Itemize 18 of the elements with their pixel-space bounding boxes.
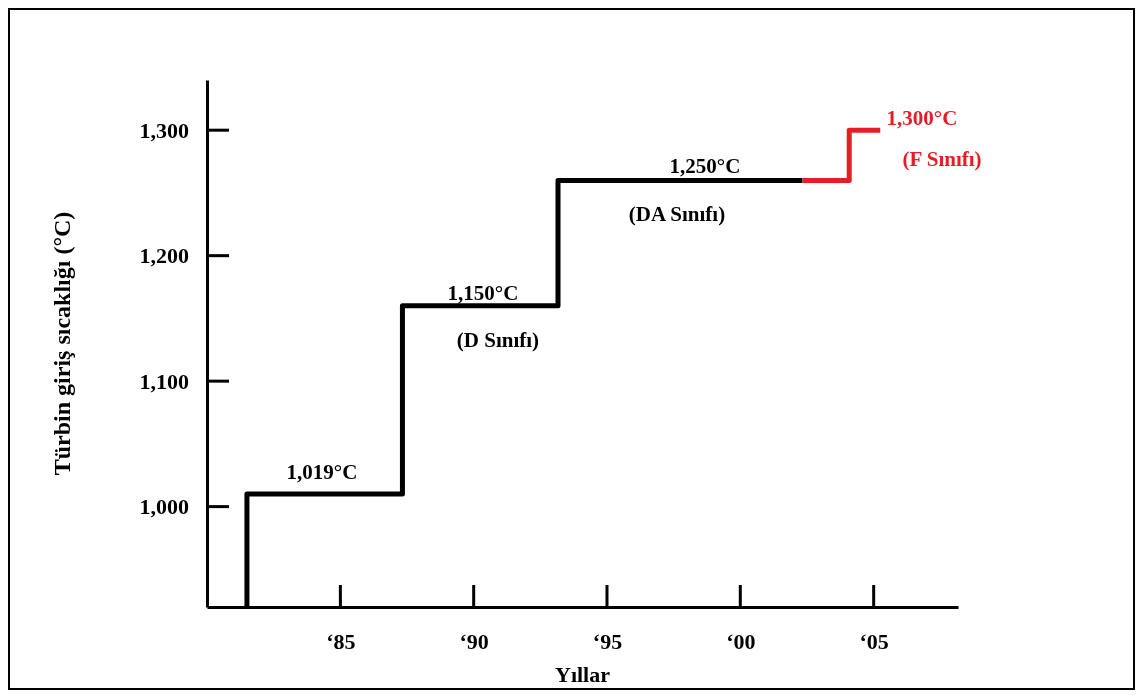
annotation: (F Sınıfı) [902, 147, 982, 172]
x-tick-label: ‘05 [859, 628, 889, 654]
y-tick-label: 1,100 [139, 368, 189, 394]
x-tick-label: ‘95 [592, 628, 623, 654]
y-tick-label: 1,000 [139, 494, 189, 520]
x-axis-title: Yıllar [555, 662, 611, 687]
annotation: 1,300°C [886, 106, 958, 131]
annotation: (DA Sınıfı) [628, 202, 726, 227]
y-axis-title: Türbin giriş sıcaklığı (°C) [49, 211, 75, 476]
x-tick-label: ‘90 [459, 628, 489, 654]
annotation: (D Sınıfı) [456, 328, 540, 353]
y-tick-label: 1,300 [139, 117, 189, 143]
x-tick-label: ‘85 [326, 628, 356, 654]
y-tick-label: 1,200 [139, 243, 189, 269]
annotation: 1,250°C [669, 154, 741, 179]
x-tick-label: ‘00 [726, 628, 756, 654]
annotation: 1,019°C [286, 460, 358, 485]
annotation: 1,150°C [447, 281, 519, 306]
